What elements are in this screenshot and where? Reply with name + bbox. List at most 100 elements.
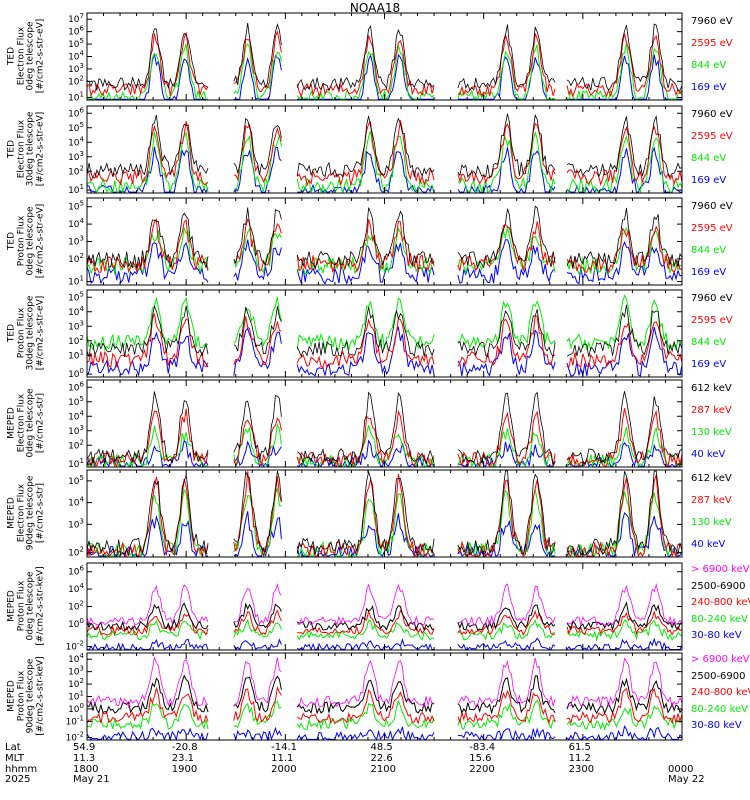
ytick-label-4-1: 102 <box>68 438 84 451</box>
series-line-5-0-0 <box>86 475 209 557</box>
ytick-label-6-3: 104 <box>68 582 84 595</box>
series-line-2-3-4 <box>566 240 683 285</box>
series-line-3-0-1 <box>233 306 282 355</box>
legend-6-4: 30-80 keV <box>691 630 742 641</box>
series-line-0-2-3 <box>457 44 556 101</box>
series-line-4-3-0 <box>86 439 209 468</box>
legend-6-1: 2500-6900 <box>691 580 746 592</box>
series-line-4-2-4 <box>566 426 683 468</box>
ytick-label-2-4: 105 <box>68 200 84 213</box>
ytick-label-4-4: 105 <box>68 395 84 408</box>
series-line-5-1-4 <box>566 475 682 558</box>
series-line-5-1-1 <box>233 471 282 557</box>
legend-1-3: 169 eV <box>691 175 727 186</box>
series-line-0-3-0 <box>87 53 208 101</box>
page-title: NOAA18 <box>349 1 401 15</box>
legend-7-1: 2500-6900 <box>691 670 746 682</box>
footer-row-label-1: MLT <box>5 753 24 764</box>
series-line-2-0-2 <box>296 207 435 269</box>
series-line-7-2-4 <box>566 687 683 725</box>
footer-mlt-3: 22.6 <box>370 753 393 764</box>
footer-date-6: May 22 <box>668 774 705 785</box>
legend-7-4: 30-80 keV <box>691 720 742 731</box>
series-line-7-3-1 <box>233 701 282 729</box>
series-line-0-2-4 <box>566 43 683 101</box>
series-line-5-2-3 <box>457 489 556 558</box>
series-line-7-0-3 <box>457 657 556 708</box>
series-line-7-3-2 <box>296 699 435 730</box>
ytick-label-0-3: 104 <box>68 50 84 63</box>
legend-0-3: 169 eV <box>691 82 727 93</box>
footer-lat-1: -20.8 <box>171 742 198 753</box>
series-line-1-3-3 <box>457 147 556 194</box>
legend-6-2: 240-800 keV <box>691 597 750 608</box>
legend-6-3: 80-240 keV <box>691 613 749 625</box>
series-line-3-2-0 <box>86 296 209 352</box>
series-line-3-2-1 <box>233 296 282 347</box>
series-line-4-3-2 <box>297 439 435 468</box>
ylabel-line: TED <box>6 139 16 158</box>
ylabel-meped-proton-90deg: MEPED Proton Flux 90deg telescope [#/cm2-s-… <box>6 652 45 739</box>
series-line-1-1-4 <box>566 125 683 187</box>
ylabel-line: TED <box>6 46 16 65</box>
series-line-5-3-2 <box>296 513 435 558</box>
legend-4-0: 612 keV <box>691 383 732 394</box>
series-line-2-3-0 <box>86 241 209 285</box>
ytick-label-1-4: 105 <box>68 121 84 134</box>
panel-frame-0 <box>86 12 683 101</box>
ylabel-line: [#/cm2-s-str-keV] <box>34 655 45 736</box>
series-line-6-4-3 <box>457 637 556 651</box>
ylabel-line: MEPED <box>6 679 16 712</box>
footer-mlt-4: 15.6 <box>469 753 492 764</box>
ytick-label-0-0: 101 <box>68 91 84 104</box>
ylabel-line: [#/cm2-s-str-eV] <box>34 295 45 370</box>
ytick-label-5-2: 104 <box>68 496 84 509</box>
ylabel-line: 90deg telescope <box>25 475 35 550</box>
series-line-4-1-0 <box>86 408 209 468</box>
series-line-5-0-3 <box>457 470 556 556</box>
series-line-1-0-3 <box>457 113 556 178</box>
ylabel-line: 0deg telescope <box>25 205 35 276</box>
footer-hhmm-0: 1800 <box>73 764 99 775</box>
ylabel-line: 0deg telescope <box>25 570 35 641</box>
ytick-label-0-2: 103 <box>68 62 84 75</box>
series-line-5-0-1 <box>233 470 282 553</box>
series-line-0-1-0 <box>86 32 209 97</box>
series-line-2-0-0 <box>86 212 209 269</box>
ytick-label-1-5: 106 <box>68 106 84 119</box>
legend-0-1: 2595 eV <box>691 38 733 49</box>
series-line-6-1-1 <box>233 602 282 629</box>
series-line-2-1-4 <box>566 225 683 274</box>
series-line-6-2-2 <box>297 609 435 636</box>
series-line-0-0-2 <box>296 25 435 92</box>
ylabel-line: [#/cm2-s-str] <box>34 392 45 453</box>
legend-1-2: 844 eV <box>691 153 727 164</box>
series-line-6-0-3 <box>457 583 556 627</box>
ytick-label-3-4: 104 <box>68 305 84 318</box>
ytick-label-6-1: 100 <box>68 617 84 630</box>
series-line-6-1-0 <box>86 602 209 631</box>
series-line-1-2-2 <box>296 130 435 194</box>
series-line-3-1-1 <box>233 316 282 366</box>
ylabel-line: 0deg telescope <box>25 20 35 91</box>
legend-3-0: 7960 eV <box>691 293 733 304</box>
ytick-label-4-3: 104 <box>68 409 84 422</box>
footer-hhmm-4: 2200 <box>469 764 495 775</box>
series-line-3-3-1 <box>233 327 282 376</box>
series-line-1-0-0 <box>86 114 209 179</box>
series-line-7-3-0 <box>86 702 209 730</box>
series-line-1-3-4 <box>566 146 682 194</box>
series-line-7-1-2 <box>296 679 435 715</box>
series-line-0-3-2 <box>297 53 435 100</box>
footer-mlt-2: 11.1 <box>271 753 294 764</box>
ytick-label-4-5: 106 <box>68 380 84 393</box>
series-line-0-3-1 <box>233 54 282 101</box>
series-line-3-0-0 <box>86 305 209 358</box>
footer-row-label-0: Lat <box>5 742 21 753</box>
legend-4-3: 40 keV <box>691 449 726 460</box>
ytick-label-7-2: 100 <box>68 702 84 715</box>
ytick-label-2-1: 102 <box>68 252 84 265</box>
series-line-2-3-2 <box>296 242 435 286</box>
ytick-label-6-2: 102 <box>68 600 84 613</box>
footer-lat-4: -83.4 <box>469 742 496 753</box>
